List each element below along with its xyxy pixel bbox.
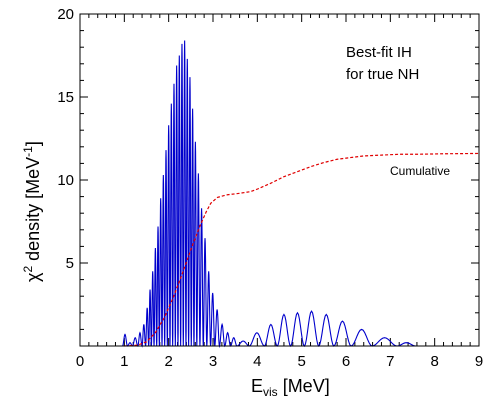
y-tick-label: 10: [57, 172, 74, 189]
y-tick-label: 5: [66, 255, 74, 272]
x-tick-label: 9: [475, 353, 483, 370]
x-tick-label: 4: [253, 353, 261, 370]
cumulative-curve: [124, 152, 480, 347]
x-tick-label: 2: [164, 353, 172, 370]
y-tick-label: 15: [57, 89, 74, 106]
axes-ticks: [79, 13, 480, 347]
annotation-line-2: for true NH: [346, 66, 419, 83]
x-tick-label: 3: [209, 353, 217, 370]
plot-curves: [119, 40, 480, 349]
x-tick-label: 6: [342, 353, 350, 370]
x-axis-title: Evis [MeV]: [251, 376, 330, 399]
x-tick-label: 7: [386, 353, 394, 370]
x-tick-label: 1: [120, 353, 128, 370]
x-tick-label: 0: [76, 353, 84, 370]
chi2-density-curve: [119, 40, 479, 349]
x-tick-label: 5: [297, 353, 305, 370]
y-axis-title: χ2 density [MeV-1]: [21, 141, 43, 282]
y-tick-label: 20: [57, 6, 74, 23]
tick-labels: 0 1 2 3 4 5 6 7 8 9 5 10 15 20: [57, 6, 483, 370]
cumulative-label: Cumulative: [390, 164, 450, 178]
plot-frame: [79, 13, 480, 347]
annotation-line-1: Best-fit IH: [346, 44, 412, 61]
x-tick-label: 8: [430, 353, 438, 370]
